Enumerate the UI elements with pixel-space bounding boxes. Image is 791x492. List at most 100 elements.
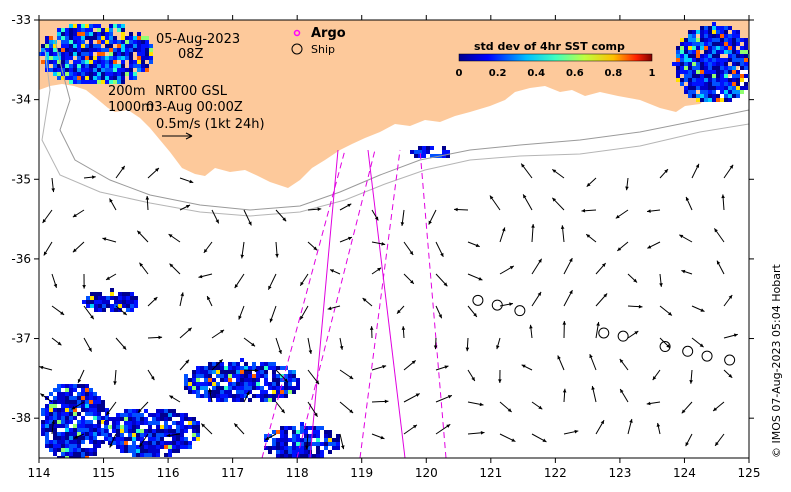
current-arrow — [713, 228, 725, 243]
current-arrow — [627, 330, 639, 339]
colorbar-tick-label: 0 — [456, 68, 463, 79]
current-arrow — [529, 324, 533, 339]
current-arrow — [51, 305, 65, 316]
ship-observations — [472, 294, 736, 366]
current-arrow — [691, 337, 704, 348]
ship-marker — [682, 345, 694, 357]
x-tick-label: 122 — [544, 466, 567, 480]
land-mass — [39, 20, 749, 188]
current-arrow — [179, 177, 194, 184]
scale-arrow-icon — [162, 132, 193, 140]
current-arrow — [435, 241, 444, 258]
current-arrow — [168, 233, 181, 243]
current-arrow — [659, 168, 669, 179]
current-arrow — [551, 168, 565, 179]
current-arrow — [329, 269, 341, 275]
current-arrow — [139, 262, 149, 275]
current-arrow — [522, 194, 533, 211]
y-tick-label: -37 — [11, 332, 31, 346]
current-arrow — [435, 423, 451, 435]
current-arrow — [275, 369, 289, 383]
current-arrow — [243, 368, 259, 373]
current-arrow — [689, 369, 693, 384]
x-tick-label: 120 — [415, 466, 438, 480]
x-tick-label: 118 — [286, 466, 309, 480]
sst-patch — [104, 409, 200, 457]
satellite-track — [309, 149, 339, 458]
current-arrow — [275, 337, 282, 355]
current-arrow — [403, 424, 418, 435]
satellite-tracks — [261, 149, 447, 458]
current-arrow — [403, 241, 414, 256]
credit-text: © IMOS 07-Aug-2023 05:04 Hobart — [770, 264, 783, 458]
current-arrow — [307, 241, 318, 251]
current-arrow — [520, 163, 533, 179]
colorbar-tick-label: 0.6 — [566, 68, 584, 79]
current-arrow — [179, 327, 192, 339]
current-arrow — [83, 337, 93, 352]
current-arrow — [238, 305, 245, 320]
current-arrow — [467, 305, 478, 318]
current-arrow — [586, 177, 597, 188]
current-arrow — [433, 337, 438, 350]
current-arrow — [454, 207, 469, 212]
x-tick-label: 116 — [157, 466, 180, 480]
current-arrow — [499, 265, 515, 275]
current-arrow — [243, 391, 250, 403]
current-arrow — [77, 369, 85, 384]
current-arrow — [435, 273, 448, 287]
current-arrow — [267, 273, 277, 290]
current-arrow — [551, 197, 565, 211]
current-arrow — [531, 433, 547, 443]
current-arrow — [615, 209, 629, 219]
x-tick-label: 124 — [673, 466, 696, 480]
current-arrow — [685, 433, 693, 447]
current-arrow — [339, 433, 345, 450]
current-arrow — [73, 433, 85, 439]
current-arrow — [656, 422, 661, 435]
current-arrow — [179, 359, 190, 371]
current-arrow — [147, 335, 163, 340]
colorbar-ticks: 0 0.2 0.4 0.6 0.8 1 — [456, 68, 656, 79]
current-arrow — [723, 333, 738, 339]
current-arrow — [307, 401, 318, 417]
current-arrow — [137, 401, 149, 413]
current-arrow — [240, 241, 245, 259]
current-arrow — [646, 401, 661, 406]
current-arrow — [40, 393, 53, 403]
current-arrow — [428, 209, 437, 225]
current-arrow — [625, 177, 629, 191]
current-arrow — [339, 236, 353, 243]
current-arrow — [82, 273, 86, 289]
sst-patch — [82, 288, 138, 312]
current-arrow — [105, 273, 117, 281]
current-arrow — [589, 353, 597, 371]
current-arrow — [467, 273, 483, 281]
current-arrow — [562, 388, 567, 403]
scale-label: 0.5m/s (1kt 24h) — [156, 117, 265, 132]
y-tick-label: -33 — [11, 13, 31, 27]
current-arrow — [403, 273, 415, 285]
depth-200-label: 200m — [108, 84, 145, 99]
current-arrow — [109, 433, 117, 448]
current-arrow — [562, 321, 567, 339]
current-arrow — [362, 297, 373, 307]
current-arrow — [499, 227, 506, 243]
x-tick-label: 119 — [350, 466, 373, 480]
current-arrow — [716, 260, 725, 275]
current-arrow — [557, 355, 565, 371]
current-arrow — [72, 209, 85, 218]
current-arrow — [109, 198, 117, 211]
current-arrow — [371, 209, 379, 221]
current-arrow — [681, 269, 693, 275]
current-arrow — [371, 241, 386, 246]
colorbar-tick-label: 0.2 — [489, 68, 507, 79]
ship-marker — [659, 341, 671, 353]
current-arrow — [619, 358, 629, 371]
date-label: 05-Aug-2023 — [156, 32, 240, 47]
current-arrow — [243, 209, 252, 226]
current-arrow — [647, 241, 661, 249]
current-arrow — [627, 273, 638, 283]
x-tick-label: 115 — [92, 466, 115, 480]
